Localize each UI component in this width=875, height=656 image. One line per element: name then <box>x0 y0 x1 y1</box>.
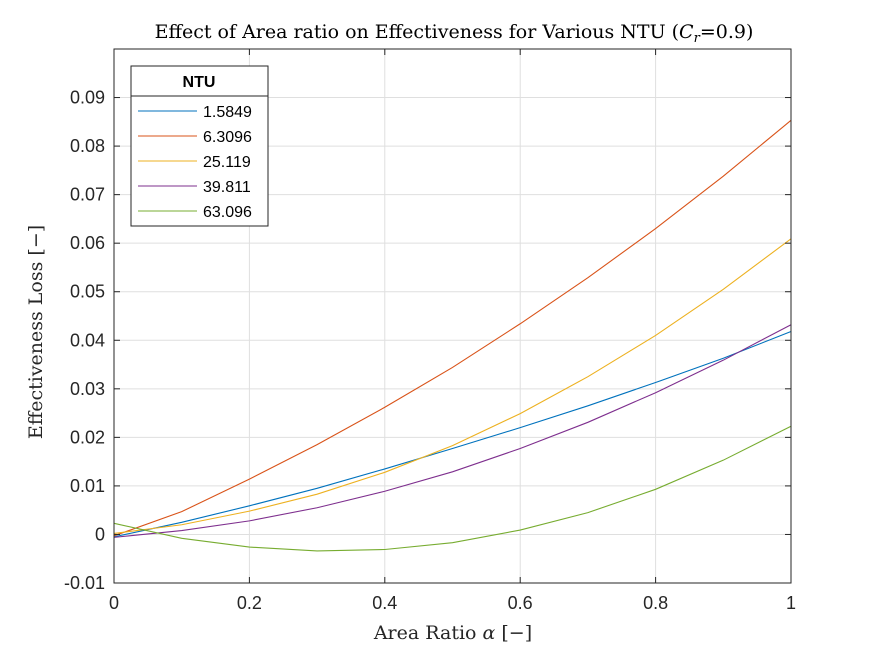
legend-box <box>130 65 269 227</box>
legend: NTU 1.5849 6.3096 25.119 39.811 63.096 <box>130 65 269 227</box>
legend-entry-label: 6.3096 <box>203 129 252 146</box>
x-tick-label: 0.6 <box>508 593 533 613</box>
y-tick-label: 0.08 <box>70 136 105 156</box>
legend-entry-label: 25.119 <box>203 154 251 171</box>
legend-items: 1.5849 6.3096 25.119 39.811 63.096 <box>138 104 252 221</box>
plot-frame <box>113 48 792 584</box>
series-line-ntu-1.5849 <box>113 331 792 538</box>
x-tick-label: 1 <box>786 593 796 613</box>
legend-entry-label: 39.811 <box>203 179 251 196</box>
y-tick-label: 0.07 <box>70 185 105 205</box>
x-axis-title: Area Ratio α [−] <box>373 622 532 644</box>
series-layer <box>113 119 792 552</box>
series-line-ntu-25.119 <box>113 238 792 535</box>
y-tick-label: 0 <box>95 524 105 544</box>
y-tick-label: 0.06 <box>70 233 105 253</box>
series-line-ntu-63.096 <box>113 425 792 552</box>
y-axis-title: Effectiveness Loss [−] <box>25 225 47 439</box>
y-tick-label: 0.09 <box>70 88 105 108</box>
x-tick-label: 0.4 <box>372 593 397 613</box>
series-line-ntu-6.3096 <box>113 119 792 537</box>
series-line-ntu-39.811 <box>113 324 792 538</box>
tick-marks <box>113 49 792 584</box>
y-tick-label: 0.02 <box>70 427 105 447</box>
legend-title: NTU <box>183 74 216 91</box>
x-tick-label: 0.2 <box>237 593 262 613</box>
x-tick-labels: 0 0.2 0.4 0.6 0.8 1 <box>109 593 796 613</box>
y-tick-labels: -0.01 0 0.01 0.02 0.03 0.04 0.05 0.06 0.07 0.08 0.… <box>64 88 105 593</box>
chart-title: Effect of Area ratio on Effectiveness fo… <box>155 21 754 46</box>
y-tick-label: 0.04 <box>70 330 105 350</box>
legend-entry-label: 1.5849 <box>203 104 252 121</box>
legend-entry-label: 63.096 <box>203 204 252 221</box>
y-tick-label: 0.05 <box>70 282 105 302</box>
x-tick-label: 0 <box>109 593 119 613</box>
x-tick-label: 0.8 <box>643 593 668 613</box>
y-tick-label: 0.03 <box>70 379 105 399</box>
y-tick-label: -0.01 <box>64 573 105 593</box>
y-tick-label: 0.01 <box>70 476 105 496</box>
